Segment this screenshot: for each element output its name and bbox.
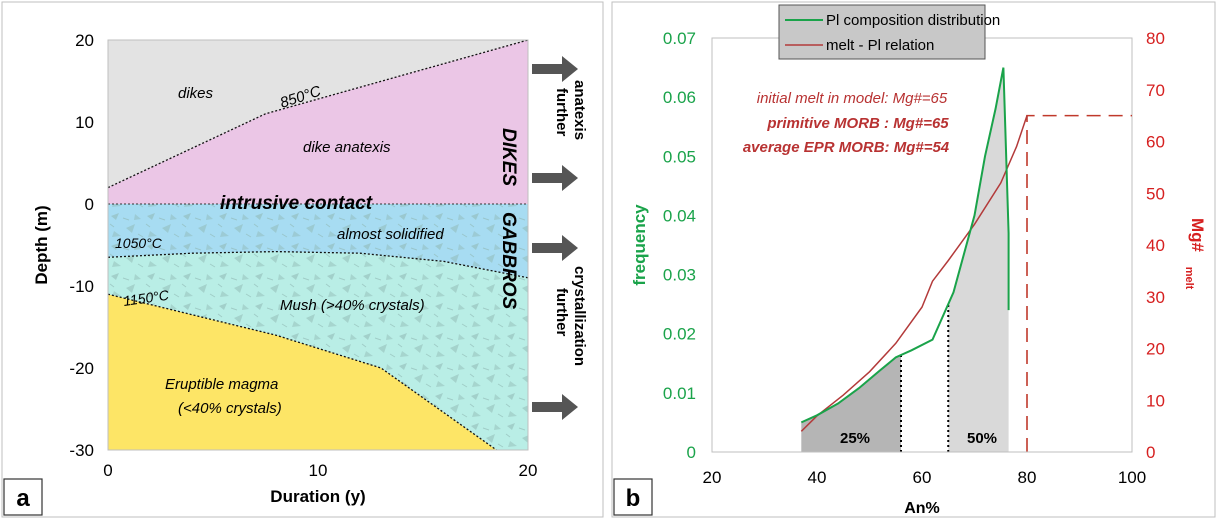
annotation-average-epr-morb: average EPR MORB: Mg#=54: [743, 139, 950, 156]
panel-b-x-tick-label: 20: [703, 468, 722, 487]
panel-a-y-tick-label: -20: [69, 359, 94, 378]
panel-b-left-y-tick-label: 0: [687, 443, 696, 462]
panel-b-right-y-tick-label: 40: [1146, 236, 1165, 255]
further-anatexis-line2: anatexis: [571, 80, 588, 140]
panel-b-left-y-tick-label: 0.05: [663, 147, 696, 166]
panel-b-left-y-tick-label: 0.07: [663, 29, 696, 48]
legend: Pl composition distribution melt - Pl re…: [779, 5, 1000, 59]
panel-a-y-tick-label: -10: [69, 277, 94, 296]
mg-number-label: Mg#: [1188, 218, 1207, 253]
panel-a-y-tick-label: 0: [85, 195, 94, 214]
dikes-label: dikes: [178, 85, 214, 102]
intrusive-contact-label: intrusive contact: [220, 193, 373, 214]
panel-b-right-y-tick-label: 30: [1146, 288, 1165, 307]
panel-b-x-axis-title: An%: [904, 500, 940, 517]
panel-b-left-y-tick-label: 0.04: [663, 206, 696, 225]
dike-anatexis-label: dike anatexis: [303, 139, 391, 156]
panel-b-left-y-tick-label: 0.02: [663, 325, 696, 344]
dikes-side-label: DIKES: [498, 128, 519, 186]
panel-b-right-y-tick-label: 60: [1146, 133, 1165, 152]
isotherm-1050-label: 1050°C: [115, 235, 163, 251]
gabbros-side-label: GABBROS: [498, 212, 519, 309]
legend-label-pl: Pl composition distribution: [826, 12, 1000, 29]
panel-b-right-y-tick-label: 10: [1146, 391, 1165, 410]
panel-b-left-y-tick-label: 0.03: [663, 266, 696, 285]
panel-b-right-y-tick-label: 50: [1146, 184, 1165, 203]
shade-label-25: 25%: [840, 430, 870, 447]
annotation-initial-melt: initial melt in model: Mg#=65: [757, 90, 948, 107]
panel-a-x-tick-label: 10: [309, 461, 328, 480]
panel-a-y-tick-label: -30: [69, 441, 94, 460]
panel-b-right-y-tick-label: 20: [1146, 340, 1165, 359]
panel-a-x-tick-label: 20: [519, 461, 538, 480]
panel-b-x-tick-label: 100: [1118, 468, 1146, 487]
panel-b-right-y-tick-label: 0: [1146, 443, 1155, 462]
panel-b-right-y-tick-label: 80: [1146, 29, 1165, 48]
panel-a-y-tick-label: 10: [75, 113, 94, 132]
panel-a-x-tick-label: 0: [103, 461, 112, 480]
further-crystallization-line2: crystallization: [571, 266, 588, 366]
panel-a-x-axis-title: Duration (y): [270, 487, 365, 506]
mush-label: Mush (>40% crystals): [280, 297, 425, 314]
almost-solidified-label: almost solidified: [337, 226, 444, 243]
shade-label-50: 50%: [967, 430, 997, 447]
panel-b-label: b: [626, 485, 641, 512]
annotation-primitive-morb: primitive MORB : Mg#=65: [766, 115, 949, 132]
further-crystallization-line1: further: [553, 288, 570, 336]
panel-a-label: a: [16, 485, 30, 512]
panel-b-x-tick-label: 80: [1018, 468, 1037, 487]
panel-b-right-y-tick-labels: 0 10 20 30 40 50 60 70 80: [1146, 29, 1165, 462]
panel-b-x-tick-label: 40: [808, 468, 827, 487]
further-anatexis-line1: further: [553, 88, 570, 136]
panel-b-x-tick-label: 60: [913, 468, 932, 487]
legend-label-melt: melt - Pl relation: [826, 37, 934, 54]
panel-a-y-tick-label: 20: [75, 31, 94, 50]
eruptible-magma-label: Eruptible magma: [165, 376, 278, 393]
panel-b-left-y-axis-title: frequency: [630, 204, 649, 286]
mg-number-subscript: melt: [1183, 267, 1195, 290]
eruptible-magma-sublabel: (<40% crystals): [178, 400, 282, 417]
panel-b-right-y-tick-label: 70: [1146, 81, 1165, 100]
panel-b-left-y-tick-label: 0.01: [663, 384, 696, 403]
panel-b-left-y-tick-label: 0.06: [663, 88, 696, 107]
panel-a-y-axis-title: Depth (m): [32, 205, 51, 284]
